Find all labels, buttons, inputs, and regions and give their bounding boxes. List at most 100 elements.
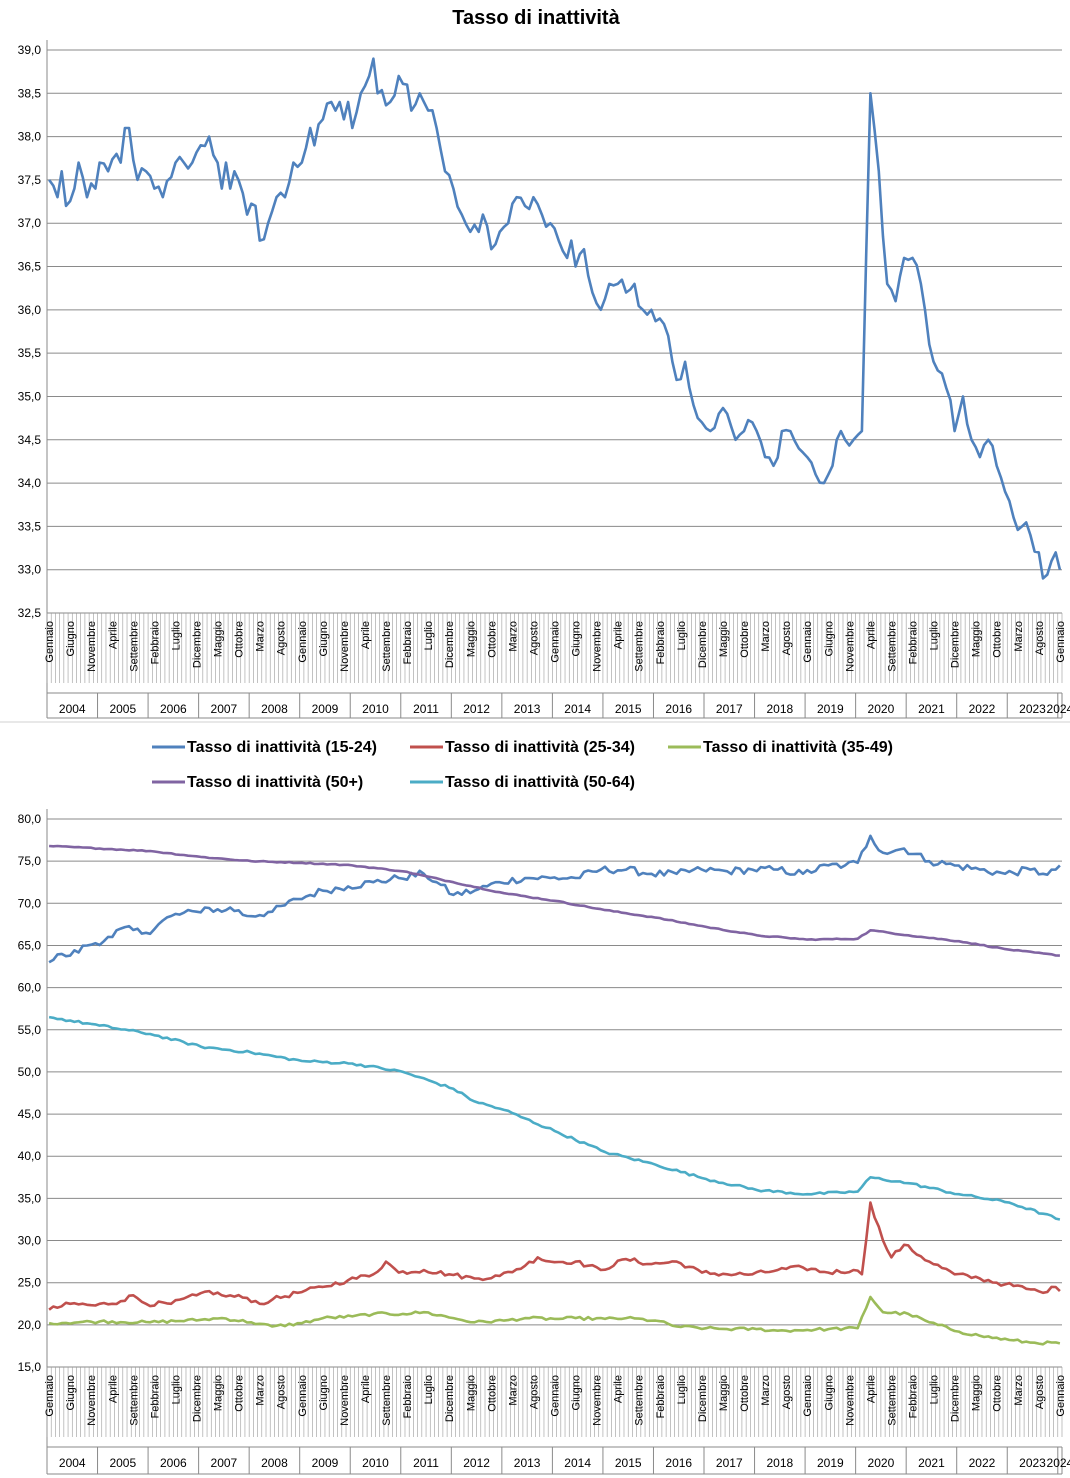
year-label: 2011 [413, 702, 439, 716]
month-tick-label: Maggio [213, 1375, 225, 1411]
month-tick-label: Ottobre [234, 1375, 246, 1412]
month-tick-label: Settembre [634, 621, 646, 672]
year-label: 2024 [1047, 1456, 1070, 1470]
month-tick-label: Gennaio [297, 621, 309, 663]
year-label: 2009 [312, 1456, 339, 1470]
year-label: 2024 [1047, 702, 1070, 716]
month-tick-label: Febbraio [655, 621, 667, 664]
year-label: 2013 [514, 1456, 541, 1470]
month-tick-label: Luglio [170, 1375, 182, 1404]
year-label: 2016 [665, 702, 692, 716]
year-label: 2014 [564, 1456, 591, 1470]
month-tick-label: Maggio [971, 621, 983, 657]
year-label: 2008 [261, 702, 288, 716]
month-tick-label: Agosto [781, 1375, 793, 1409]
year-label: 2010 [362, 1456, 389, 1470]
month-tick-label: Settembre [381, 621, 393, 672]
y-tick-label: 45,0 [18, 1107, 42, 1121]
month-tick-label: Gennaio [550, 1375, 562, 1417]
y-tick-label: 37,0 [18, 216, 42, 230]
month-tick-label: Dicembre [950, 1375, 962, 1422]
y-tick-label: 33,5 [18, 519, 42, 533]
year-label: 2017 [716, 1456, 743, 1470]
month-tick-label: Giugno [571, 1375, 583, 1410]
y-tick-label: 37,5 [18, 173, 42, 187]
month-tick-label: Luglio [170, 621, 182, 650]
month-tick-label: Settembre [128, 621, 140, 672]
month-tick-label: Gennaio [802, 1375, 814, 1417]
month-tick-label: Aprile [865, 1375, 877, 1403]
series-line [48, 1201, 1061, 1311]
month-tick-label: Agosto [528, 1375, 540, 1409]
month-tick-label: Dicembre [950, 621, 962, 668]
y-tick-label: 35,0 [18, 389, 42, 403]
y-tick-label: 70,0 [18, 896, 42, 910]
month-tick-label: Maggio [718, 621, 730, 657]
month-tick-label: Giugno [571, 621, 583, 656]
month-tick-label: Febbraio [907, 621, 919, 664]
month-tick-label: Aprile [107, 1375, 119, 1403]
month-tick-label: Marzo [760, 1375, 772, 1406]
y-tick-label: 30,0 [18, 1234, 42, 1248]
y-tick-label: 35,5 [18, 346, 42, 360]
month-tick-label: Dicembre [444, 1375, 456, 1422]
month-tick-label: Aprile [613, 621, 625, 649]
month-tick-label: Gennaio [297, 1375, 309, 1417]
month-tick-label: Maggio [971, 1375, 983, 1411]
month-tick-label: Aprile [360, 621, 372, 649]
y-tick-label: 60,0 [18, 981, 42, 995]
month-tick-label: Novembre [592, 1375, 604, 1426]
month-tick-label: Luglio [676, 1375, 688, 1404]
y-tick-label: 35,0 [18, 1191, 42, 1205]
month-tick-label: Novembre [844, 1375, 856, 1426]
year-label: 2023 [1019, 702, 1046, 716]
legend-label: Tasso di inattività (50+) [187, 774, 363, 791]
year-label: 2013 [514, 702, 541, 716]
month-tick-label: Agosto [1034, 621, 1046, 655]
y-tick-label: 38,0 [18, 130, 42, 144]
y-tick-label: 80,0 [18, 812, 42, 826]
y-tick-label: 38,5 [18, 86, 42, 100]
month-tick-label: Aprile [613, 1375, 625, 1403]
month-tick-label: Aprile [107, 621, 119, 649]
month-tick-label: Marzo [1013, 1375, 1025, 1406]
year-label: 2019 [817, 702, 844, 716]
month-tick-label: Febbraio [402, 1375, 414, 1418]
month-tick-label: Agosto [276, 621, 288, 655]
y-tick-label: 32,5 [18, 606, 42, 620]
month-tick-label: Febbraio [907, 1375, 919, 1418]
month-tick-label: Novembre [844, 621, 856, 672]
year-label: 2022 [969, 702, 996, 716]
month-tick-label: Febbraio [149, 1375, 161, 1418]
series-line [48, 1015, 1061, 1221]
y-tick-label: 36,5 [18, 260, 42, 274]
year-label: 2012 [463, 702, 490, 716]
month-tick-label: Giugno [823, 621, 835, 656]
year-label: 2021 [918, 702, 945, 716]
chart2-y-axis-ticks: 15,0 20,0 25,0 30,0 35,0 40,0 45,0 50,0 55,0 60,0… [18, 812, 42, 1374]
year-label: 2006 [160, 702, 187, 716]
y-tick-label: 65,0 [18, 938, 42, 952]
month-tick-label: Giugno [318, 1375, 330, 1410]
month-tick-label: Maggio [465, 621, 477, 657]
y-tick-label: 34,5 [18, 433, 42, 447]
month-tick-label: Gennaio [1055, 621, 1067, 663]
chart1-series-lines [48, 57, 1062, 580]
chart2-legend: Tasso di inattività (15-24) Tasso di inat… [152, 739, 893, 791]
year-label: 2012 [463, 1456, 490, 1470]
year-label: 2018 [766, 1456, 793, 1470]
month-tick-label: Agosto [781, 621, 793, 655]
month-tick-label: Aprile [865, 621, 877, 649]
month-tick-label: Marzo [507, 621, 519, 652]
month-tick-label: Ottobre [234, 621, 246, 658]
series-line [48, 1295, 1061, 1346]
month-tick-label: Luglio [423, 621, 435, 650]
year-label: 2006 [160, 1456, 187, 1470]
chart1-x-axis: Gennaio Giugno Novembre Aprile Settembre Febb… [44, 613, 1070, 719]
year-label: 2016 [665, 1456, 692, 1470]
series-line [48, 834, 1061, 964]
month-tick-label: Agosto [528, 621, 540, 655]
y-tick-label: 33,0 [18, 563, 42, 577]
month-tick-label: Dicembre [697, 1375, 709, 1422]
